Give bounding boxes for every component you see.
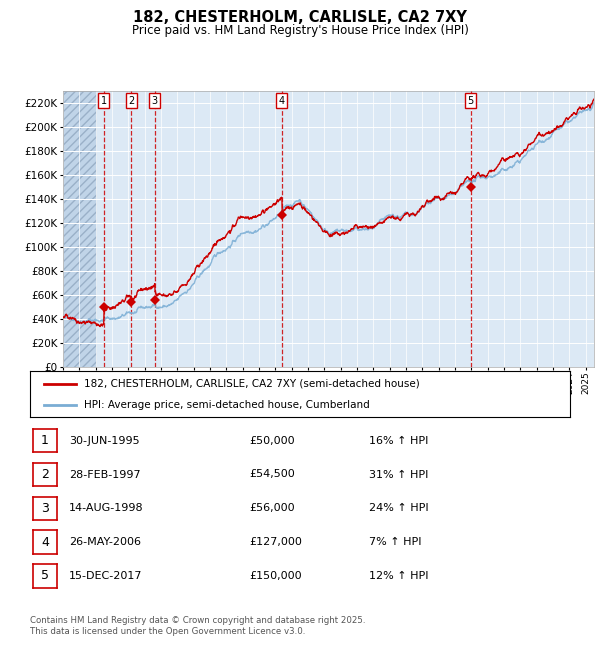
Text: 5: 5 <box>467 96 474 106</box>
Text: 182, CHESTERHOLM, CARLISLE, CA2 7XY (semi-detached house): 182, CHESTERHOLM, CARLISLE, CA2 7XY (sem… <box>84 378 420 389</box>
Text: 15-DEC-2017: 15-DEC-2017 <box>69 571 143 581</box>
Text: 4: 4 <box>41 536 49 549</box>
Text: 1: 1 <box>41 434 49 447</box>
Text: 7% ↑ HPI: 7% ↑ HPI <box>369 537 421 547</box>
Text: 30-JUN-1995: 30-JUN-1995 <box>69 436 140 446</box>
Text: 26-MAY-2006: 26-MAY-2006 <box>69 537 141 547</box>
Text: 4: 4 <box>279 96 285 106</box>
Text: 5: 5 <box>41 569 49 582</box>
Text: £54,500: £54,500 <box>249 469 295 480</box>
Text: 182, CHESTERHOLM, CARLISLE, CA2 7XY: 182, CHESTERHOLM, CARLISLE, CA2 7XY <box>133 10 467 25</box>
Text: 16% ↑ HPI: 16% ↑ HPI <box>369 436 428 446</box>
Text: 14-AUG-1998: 14-AUG-1998 <box>69 503 143 514</box>
Text: HPI: Average price, semi-detached house, Cumberland: HPI: Average price, semi-detached house,… <box>84 400 370 410</box>
Text: £56,000: £56,000 <box>249 503 295 514</box>
Text: 24% ↑ HPI: 24% ↑ HPI <box>369 503 428 514</box>
Text: Price paid vs. HM Land Registry's House Price Index (HPI): Price paid vs. HM Land Registry's House … <box>131 24 469 37</box>
Text: 2: 2 <box>128 96 134 106</box>
Text: 1: 1 <box>101 96 107 106</box>
Text: 3: 3 <box>152 96 158 106</box>
Text: 31% ↑ HPI: 31% ↑ HPI <box>369 469 428 480</box>
Text: Contains HM Land Registry data © Crown copyright and database right 2025.
This d: Contains HM Land Registry data © Crown c… <box>30 616 365 636</box>
Text: 12% ↑ HPI: 12% ↑ HPI <box>369 571 428 581</box>
Text: £127,000: £127,000 <box>249 537 302 547</box>
Text: 2: 2 <box>41 468 49 481</box>
Text: £150,000: £150,000 <box>249 571 302 581</box>
Text: 28-FEB-1997: 28-FEB-1997 <box>69 469 140 480</box>
Text: 3: 3 <box>41 502 49 515</box>
Text: £50,000: £50,000 <box>249 436 295 446</box>
